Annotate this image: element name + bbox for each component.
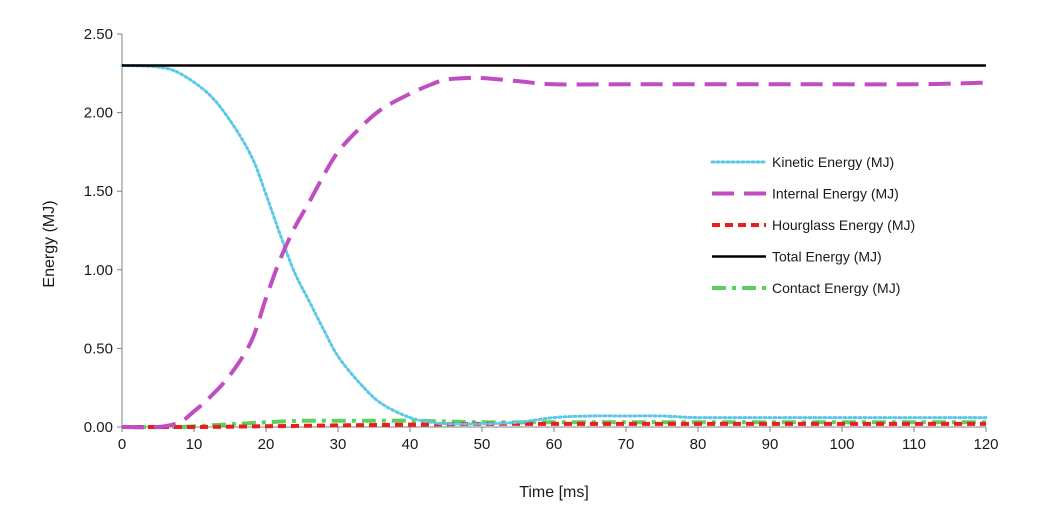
x-tick-label: 90: [762, 436, 779, 453]
y-tick-label: 0.00: [84, 419, 113, 436]
legend-label: Internal Energy (MJ): [772, 186, 899, 202]
series-line-hourglass-energy-mj: [121, 421, 986, 430]
legend-label: Hourglass Energy (MJ): [772, 217, 915, 233]
x-axis-title: Time [ms]: [519, 484, 589, 501]
x-tick-label: 70: [618, 436, 635, 453]
y-tick-label: 0.50: [84, 340, 113, 357]
x-tick-label: 20: [258, 436, 275, 453]
y-tick-label: 2.00: [84, 105, 113, 122]
x-tick-label: 10: [186, 436, 203, 453]
axes: 0.00 0.50 1.00 1.50 2.00 2.50 0 10 20 30 40 50 60 70 8…: [84, 26, 999, 453]
legend-label: Contact Energy (MJ): [772, 280, 900, 296]
x-tick-label: 0: [118, 436, 126, 453]
x-tick-label: 50: [474, 436, 491, 453]
y-tick-label: 1.00: [84, 262, 113, 279]
plot-area: [120, 63, 988, 430]
y-tick-label: 1.50: [84, 183, 113, 200]
x-tick-label: 80: [690, 436, 707, 453]
y-axis-title: Energy (MJ): [41, 200, 58, 287]
x-tick-label: 120: [973, 436, 998, 453]
series-line-kinetic-energy-mj: [120, 63, 988, 426]
x-tick-label: 40: [402, 436, 419, 453]
x-tick-label: 110: [902, 436, 926, 453]
x-tick-label: 100: [829, 436, 854, 453]
legend-label: Total Energy (MJ): [772, 249, 882, 265]
legend: Kinetic Energy (MJ) Internal Energy (MJ) H…: [710, 154, 915, 296]
legend-label: Kinetic Energy (MJ): [772, 154, 894, 170]
series-line-internal-energy-mj: [121, 75, 987, 430]
y-tick-label: 2.50: [84, 26, 113, 43]
x-tick-label: 30: [330, 436, 347, 453]
x-tick-label: 60: [546, 436, 563, 453]
